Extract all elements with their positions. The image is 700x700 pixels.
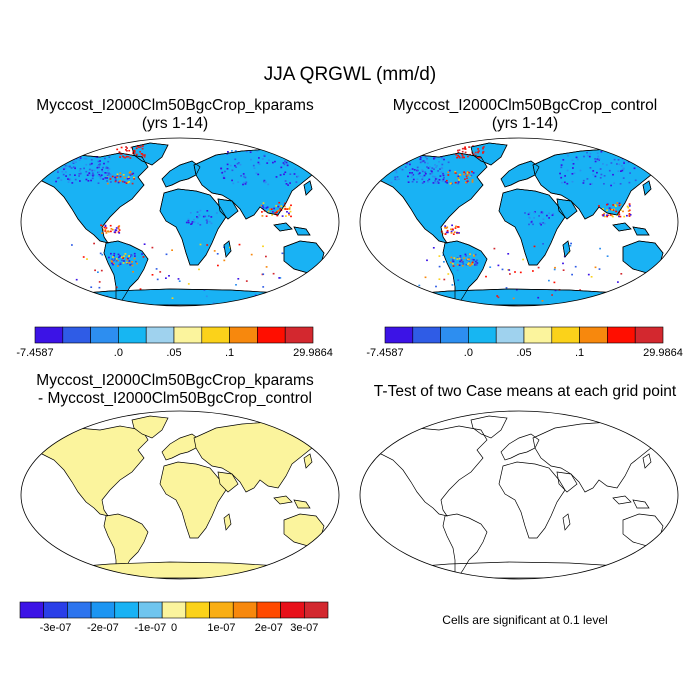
colorbar-swatch [607, 326, 636, 344]
colorbar-swatch [257, 326, 286, 344]
colorbar-swatch [173, 326, 203, 344]
panel-title-ttest: T-Test of two Case means at each grid po… [373, 383, 677, 400]
panel-title-line2: (yrs 1-14) [141, 115, 209, 132]
colorbar-swatch [468, 326, 497, 344]
significance-note: Cells are significant at 0.1 level [442, 613, 608, 627]
panel-title-control: Myccost_I2000Clm50BgcCrop_control (yrs 1… [370, 97, 680, 133]
colorbar-swatch [90, 601, 116, 619]
colorbar-tick-label: 0 [171, 622, 177, 634]
colorbar-tick-label: .05 [166, 347, 181, 359]
panel-title-line1: Myccost_I2000Clm50BgcCrop_kparams [36, 372, 314, 389]
colorbar-swatch [256, 601, 281, 619]
colorbar-tick-label: .1 [225, 347, 234, 359]
colorbar-swatch [19, 601, 44, 619]
panel-title-difference: Myccost_I2000Clm50BgcCrop_kparams - Mycc… [20, 372, 330, 408]
map-panel-ttest [359, 410, 679, 580]
map-border [20, 410, 340, 580]
colorbar-swatch [304, 601, 329, 619]
map-panel-control [359, 137, 679, 307]
colorbar-swatch [634, 326, 664, 344]
colorbar-tick-label: .1 [575, 347, 584, 359]
map-panel-kparams [20, 137, 340, 307]
map-panel-difference [20, 410, 340, 580]
colorbar-tick-label: -3e-07 [40, 622, 72, 634]
map-area [21, 411, 339, 579]
panel-title-line1: Myccost_I2000Clm50BgcCrop_kparams [36, 97, 314, 114]
panel-title-kparams: Myccost_I2000Clm50BgcCrop_kparams (yrs 1… [20, 97, 330, 133]
ocean [360, 411, 678, 579]
colorbar-tick-label: 29.9864 [643, 347, 683, 359]
panel-title-line2: (yrs 1-14) [491, 115, 559, 132]
colorbar-swatch [384, 326, 414, 344]
colorbar-tick-label: -7.4587 [16, 347, 53, 359]
colorbar-tick-label: -1e-07 [134, 622, 166, 634]
colorbar-tick-label: -7.4587 [366, 347, 403, 359]
colorbar-swatch [579, 326, 608, 344]
figure-title: JJA QRGWL (mm/d) [263, 64, 437, 85]
colorbar-difference: -3e-07 -2e-07 -1e-07 0 1e-07 2e-07 3e-07 [19, 601, 329, 634]
colorbar-swatch [284, 326, 314, 344]
map-border [359, 137, 679, 307]
colorbar-swatch [62, 326, 91, 344]
colorbar-tick-label: .05 [516, 347, 531, 359]
colorbar-swatch [201, 326, 230, 344]
colorbar-swatch [118, 326, 147, 344]
panel-title-line2: - Myccost_I2000Clm50BgcCrop_control [38, 390, 312, 407]
colorbar-tick-label: 2e-07 [255, 622, 283, 634]
colorbar-swatch [114, 601, 139, 619]
colorbar-tick-label: 29.9864 [293, 347, 333, 359]
colorbar-swatch [185, 601, 210, 619]
map-area [360, 138, 678, 306]
colorbar-swatch [209, 601, 234, 619]
colorbar-tick-label: -2e-07 [87, 622, 119, 634]
colorbar-swatch [161, 601, 187, 619]
colorbar-tick-label: .0 [464, 347, 473, 359]
colorbar-swatch [67, 601, 92, 619]
map-area [360, 411, 678, 579]
colorbar-tick-label: 1e-07 [207, 622, 235, 634]
colorbar-swatch [495, 326, 525, 344]
colorbar-swatch [280, 601, 305, 619]
colorbar-kparams: -7.4587 .0 .05 .1 29.9864 [16, 326, 333, 359]
colorbar-swatch [90, 326, 119, 344]
colorbar-swatch [551, 326, 580, 344]
colorbar-swatch [145, 326, 175, 344]
colorbar-swatch [412, 326, 441, 344]
panel-title-line1: Myccost_I2000Clm50BgcCrop_control [392, 97, 658, 114]
colorbar-tick-label: 3e-07 [290, 622, 318, 634]
colorbar-swatch [138, 601, 163, 619]
colorbar-swatch [523, 326, 553, 344]
map-border [359, 410, 679, 580]
colorbar-tick-label: .0 [114, 347, 123, 359]
colorbar-swatch [232, 601, 258, 619]
colorbar-swatch [440, 326, 469, 344]
colorbar-swatch [34, 326, 64, 344]
map-area [21, 138, 339, 306]
colorbar-swatch [43, 601, 68, 619]
map-border [20, 137, 340, 307]
colorbar-control: -7.4587 .0 .05 .1 29.9864 [366, 326, 683, 359]
colorbar-swatch [229, 326, 258, 344]
